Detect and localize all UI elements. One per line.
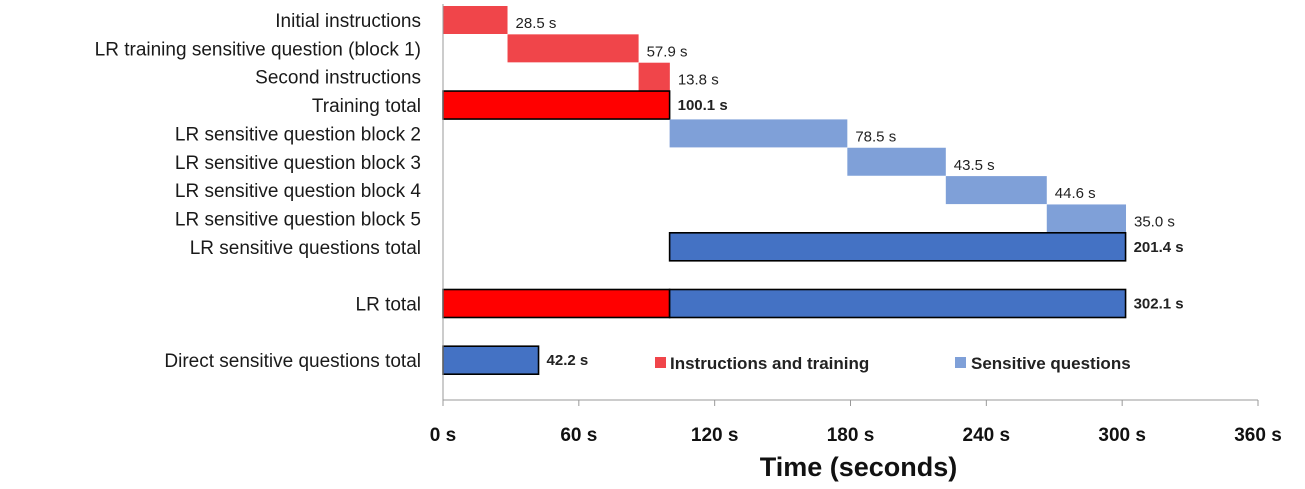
row: Training total 100.1 s <box>312 90 728 120</box>
row: Second instructions 13.8 s <box>255 62 719 91</box>
row-label: LR sensitive question block 2 <box>175 124 421 145</box>
row: LR sensitive questions total 201.4 s <box>190 232 1184 262</box>
segment-bar <box>945 176 1047 205</box>
segment-bar <box>847 147 946 176</box>
total-bar <box>442 90 671 120</box>
legend: Instructions and training Sensitive quest… <box>655 354 1131 373</box>
legend-swatch <box>955 357 966 368</box>
value-label: 28.5 s <box>516 15 557 32</box>
row: Direct sensitive questions total 42.2 s <box>164 345 589 376</box>
row-label: Training total <box>312 96 421 117</box>
segment-bar <box>638 62 670 91</box>
legend-swatch <box>655 357 666 368</box>
row: Initial instructions 28.5 s <box>275 6 556 34</box>
row-label: LR training sensitive question (block 1) <box>95 39 421 60</box>
total-bar <box>442 288 671 319</box>
rows-layer: Initial instructions 28.5 s LR training se… <box>95 6 1184 376</box>
value-label: 35.0 s <box>1134 213 1175 230</box>
x-tick-label: 300 s <box>1098 425 1146 446</box>
segment-bar <box>443 6 508 34</box>
total-bar <box>668 232 1127 262</box>
row: LR sensitive question block 2 78.5 s <box>175 119 896 148</box>
value-label: 302.1 s <box>1134 296 1184 313</box>
row-label: LR sensitive question block 4 <box>175 181 422 202</box>
value-label: 13.8 s <box>678 72 719 89</box>
value-label: 44.6 s <box>1055 185 1096 202</box>
x-tick-label: 120 s <box>691 425 739 446</box>
row: LR training sensitive question (block 1)… <box>95 34 688 63</box>
row-label: Second instructions <box>255 68 421 89</box>
legend-label: Instructions and training <box>670 354 869 373</box>
value-label: 78.5 s <box>855 128 896 145</box>
x-ticks: 0 s 60 s 120 s 180 s 240 s 300 s 360 s <box>430 400 1282 446</box>
value-label: 42.2 s <box>547 352 589 369</box>
row-label: LR total <box>356 295 421 316</box>
value-label: 57.9 s <box>647 43 688 60</box>
segment-bar <box>507 34 639 63</box>
row: LR total 302.1 s <box>356 288 1184 319</box>
value-label: 201.4 s <box>1134 239 1184 256</box>
x-tick-label: 180 s <box>827 425 875 446</box>
row: LR sensitive question block 5 35.0 s <box>175 204 1175 233</box>
x-tick-label: 0 s <box>430 425 456 446</box>
value-label: 43.5 s <box>954 157 995 174</box>
total-bar <box>668 288 1127 319</box>
legend-label: Sensitive questions <box>971 354 1131 373</box>
x-tick-label: 360 s <box>1234 425 1282 446</box>
segment-bar <box>669 119 848 148</box>
row: LR sensitive question block 3 43.5 s <box>175 147 995 176</box>
row-label: LR sensitive questions total <box>190 238 421 259</box>
segment-bar <box>1046 204 1127 233</box>
x-tick-label: 60 s <box>560 425 597 446</box>
value-label: 100.1 s <box>678 97 728 114</box>
x-tick-label: 240 s <box>963 425 1011 446</box>
row-label: Direct sensitive questions total <box>164 351 421 372</box>
row-label: Initial instructions <box>275 11 421 32</box>
x-axis-title: Time (seconds) <box>760 452 958 482</box>
row-label: LR sensitive question block 5 <box>175 209 421 230</box>
total-bar <box>442 345 540 376</box>
row-label: LR sensitive question block 3 <box>175 153 421 174</box>
row: LR sensitive question block 4 44.6 s <box>175 176 1096 205</box>
